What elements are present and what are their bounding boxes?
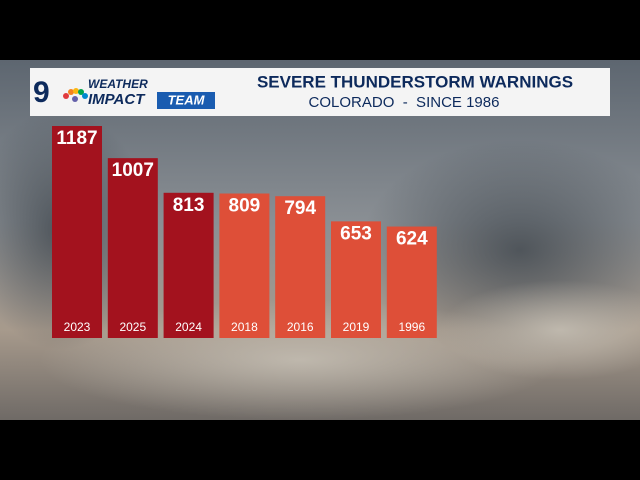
bar xyxy=(163,192,214,338)
category-label: 2024 xyxy=(175,320,202,334)
chart-subtitle: COLORADO - SINCE 1986 xyxy=(309,94,500,111)
value-label: 813 xyxy=(173,195,205,216)
bar xyxy=(219,193,270,338)
category-label: 1996 xyxy=(398,320,425,334)
peacock xyxy=(63,88,88,102)
cloud xyxy=(440,280,640,380)
value-label: 1187 xyxy=(56,128,97,149)
category-label: 2019 xyxy=(343,320,370,334)
value-label: 653 xyxy=(340,223,372,244)
category-label: 2023 xyxy=(64,320,91,334)
header-banner xyxy=(30,68,610,116)
bar xyxy=(275,196,326,338)
bar xyxy=(52,126,102,338)
category-label: 2025 xyxy=(119,320,146,334)
logo-text: IMPACT xyxy=(88,91,146,108)
value-label: 809 xyxy=(229,196,261,217)
bar xyxy=(331,221,381,338)
category-label: 2018 xyxy=(231,320,258,334)
logo-badge xyxy=(157,92,215,109)
chart-title: SEVERE THUNDERSTORM WARNINGS xyxy=(257,72,573,91)
value-label: 794 xyxy=(284,198,316,219)
bar xyxy=(386,226,437,338)
value-label: 624 xyxy=(396,229,428,250)
logo-number: 9 xyxy=(33,76,50,109)
category-label: 2016 xyxy=(287,320,314,334)
value-label: 1007 xyxy=(112,160,154,181)
logo-text: TEAM xyxy=(168,92,206,107)
bar xyxy=(107,158,158,338)
logo-text: WEATHER xyxy=(88,77,148,91)
